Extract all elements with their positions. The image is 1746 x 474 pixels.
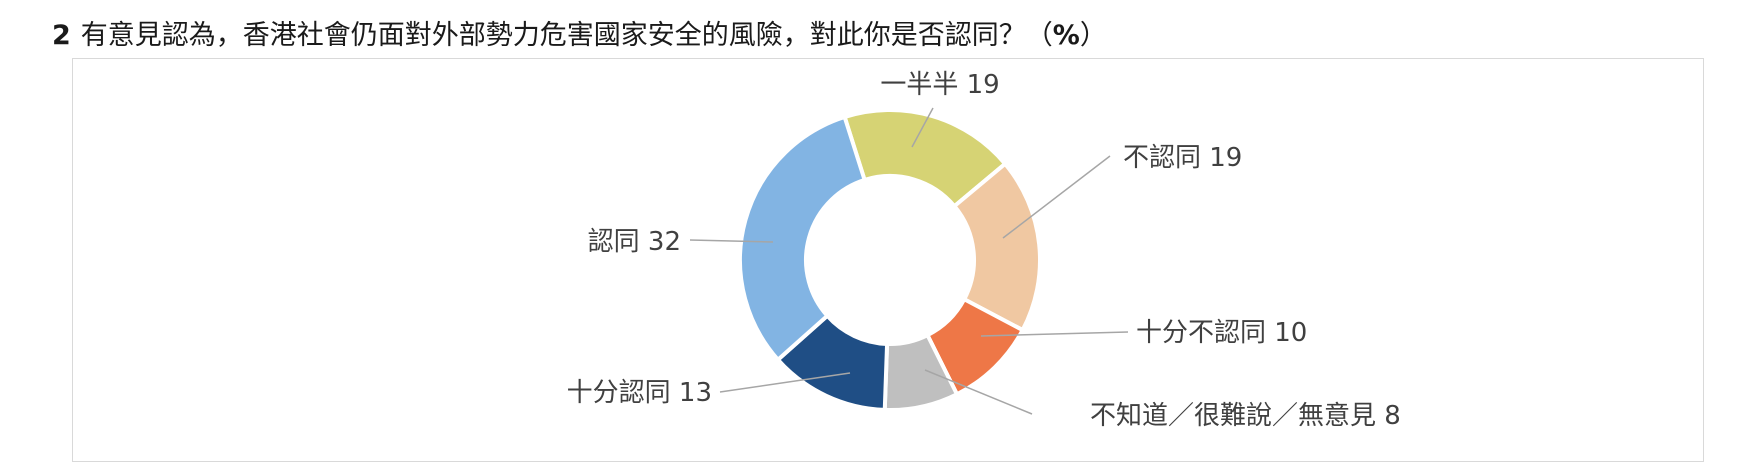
data-label: 十分認同 13	[567, 378, 712, 408]
leader-line	[980, 331, 1129, 337]
data-label: 不知道／很難說／無意見 8	[1090, 401, 1401, 431]
leader-line	[911, 107, 934, 148]
donut-slice	[738, 115, 867, 362]
question-text: 有意見認為，香港社會仍面對外部勢力危害國家安全的風險，對此你是否認同？（	[80, 20, 1053, 51]
leader-line	[924, 369, 1033, 415]
data-label: 不認同 19	[1123, 143, 1242, 173]
leader-line	[1002, 155, 1111, 239]
leader-line	[719, 372, 851, 393]
data-label: 十分不認同 10	[1136, 318, 1307, 348]
donut-slice	[842, 108, 1008, 209]
data-label: 一半半 19	[880, 70, 999, 100]
leader-line	[689, 239, 774, 243]
question-number: 2	[52, 20, 71, 51]
data-label: 認同 32	[588, 227, 681, 257]
donut-slice	[952, 161, 1042, 333]
chart-frame	[72, 58, 1704, 462]
unit-symbol: %	[1052, 20, 1080, 51]
question-close: ）	[1079, 20, 1107, 51]
chart-title: 2 有意見認為，香港社會仍面對外部勢力危害國家安全的風險，對此你是否認同？（%）	[52, 20, 1107, 52]
